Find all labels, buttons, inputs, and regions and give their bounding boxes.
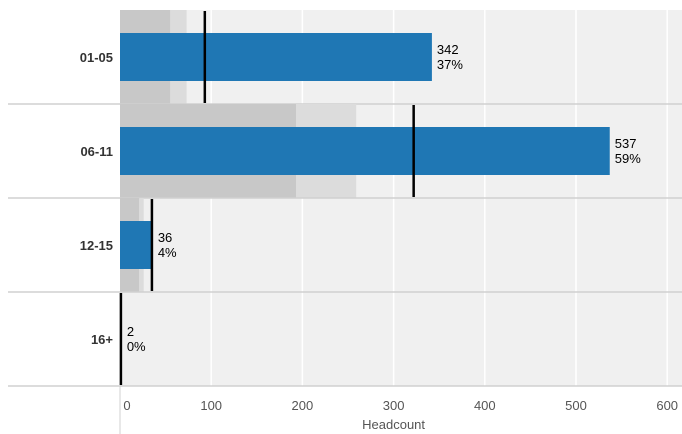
value-bar: [120, 33, 432, 81]
x-tick-label: 500: [565, 398, 587, 413]
data-label-percent: 59%: [615, 151, 641, 166]
x-tick-label: 100: [200, 398, 222, 413]
data-label-value: 342: [437, 42, 459, 57]
value-bar: [120, 221, 153, 269]
x-tick-label: 300: [383, 398, 405, 413]
x-tick-label: 0: [123, 398, 130, 413]
value-bar: [120, 127, 610, 175]
category-label: 06-11: [80, 144, 113, 159]
category-label: 12-15: [80, 238, 113, 253]
data-label-percent: 4%: [158, 245, 177, 260]
category-label: 01-05: [80, 50, 113, 65]
x-tick-label: 600: [656, 398, 678, 413]
x-axis-title: Headcount: [362, 417, 425, 432]
data-label-value: 2: [127, 324, 134, 339]
data-label-percent: 0%: [127, 339, 146, 354]
data-label-percent: 37%: [437, 57, 463, 72]
category-row: 12-15 364%: [8, 198, 682, 293]
category-label: 16+: [91, 332, 113, 347]
x-tick-label: 400: [474, 398, 496, 413]
data-label-value: 36: [158, 230, 172, 245]
data-label-value: 537: [615, 136, 637, 151]
x-tick-label: 200: [292, 398, 314, 413]
x-axis: 0 100 200 300 400 500 600: [119, 386, 678, 434]
